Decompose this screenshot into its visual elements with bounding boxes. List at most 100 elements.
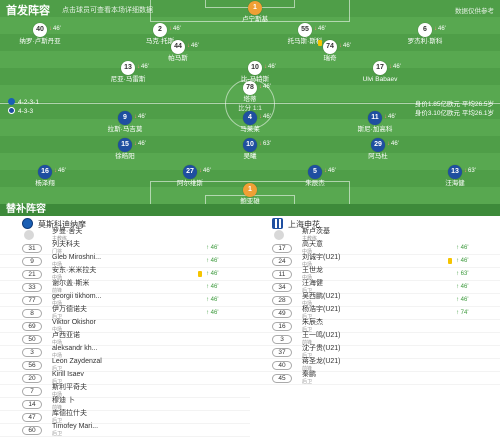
substitution-event: ↑ 46'	[456, 258, 469, 264]
substitution-event: ↓46'	[187, 43, 199, 49]
substitution-event: ↑ 46'	[206, 310, 219, 316]
player-number: 1	[243, 183, 257, 197]
player-marker[interactable]: 29 阿马杜 ↓46'	[343, 138, 413, 160]
substitute-row[interactable]: 49 杨浩宇(U21) 后卫 ↑ 74'	[250, 306, 500, 320]
substitution-minute: 46'	[191, 43, 199, 49]
player-position: 前锋	[302, 366, 313, 372]
substitute-row[interactable]: 7 斯利平奇夫 中场	[0, 384, 250, 398]
player-marker[interactable]: 13 尼亚·马雷斯 ↓46'	[93, 61, 163, 83]
player-name: 吴西鹏(U21)	[302, 293, 341, 300]
player-marker[interactable]: 74 瑞奇 ↓46'	[295, 40, 365, 62]
player-marker[interactable]: 2 马克·托斯 ↓46'	[125, 23, 195, 45]
substitution-minute: 46'	[438, 26, 446, 32]
sub-in-arrow-icon: ↑	[456, 310, 461, 316]
player-marker[interactable]: 78 塔蒂 ↓46'	[215, 81, 285, 103]
substitute-row[interactable]: 16 朱辰杰 后卫	[250, 319, 500, 333]
player-marker[interactable]: 15 徐皓阳 ↓46'	[90, 138, 160, 160]
substitute-row[interactable]: 45 秦鹏 后卫	[250, 371, 500, 385]
player-name: 塔蒂	[243, 96, 257, 103]
player-marker[interactable]: 5 朱辰杰 ↓46'	[280, 165, 350, 187]
shirt-number: 3	[22, 348, 42, 357]
shirt-number: 3	[272, 335, 292, 344]
team-avg-age: 平均26.1岁	[461, 110, 494, 117]
substitute-row[interactable]: 60 Timofey Mari... 后卫	[0, 423, 250, 437]
player-marker[interactable]: 10 比·马特斯 ↓46'	[220, 61, 290, 83]
substitute-row[interactable]: 3 王一鸣(U21) 前锋	[250, 332, 500, 346]
shirt-number: 21	[22, 270, 42, 279]
player-name: 马克·托斯	[145, 38, 175, 45]
substitution-minute: 46'	[460, 297, 469, 303]
substitute-row[interactable]: 56 Leon Zaydenzal 后卫	[0, 358, 250, 372]
substitute-row[interactable]: 11 王世龙 中场 ↑ 63'	[250, 267, 500, 281]
player-number: 40	[33, 23, 47, 37]
substitute-row[interactable]: 33 谢尔盖·斯米 前锋 ↑ 46'	[0, 280, 250, 294]
player-number: 44	[171, 40, 185, 54]
substitute-row[interactable]: 28 吴西鹏(U21) 中场 ↑ 46'	[250, 293, 500, 307]
substitute-row[interactable]: 31 列夫科夫 门将 ↑ 46'	[0, 241, 250, 255]
shirt-number: 20	[22, 374, 42, 383]
player-marker[interactable]: 44 帕马斯 ↓46'	[143, 40, 213, 62]
substitution-minute: 46'	[460, 258, 469, 264]
substitution-minute: 46'	[210, 297, 219, 303]
substitution-event: ↑ 46'	[206, 258, 219, 264]
substitute-row[interactable]: 77 georgii tikhom... 中场 ↑ 46'	[0, 293, 250, 307]
sub-in-arrow-icon: ↑	[206, 271, 211, 277]
pitch: 首发阵容 点击球员可查看本场详细数据 数据仅供参考 4-2-3-1 4-3-3 …	[0, 0, 500, 204]
substitution-minute: 46'	[210, 271, 219, 277]
substitute-row[interactable]: 21 安东·米米拉夫 中场 ↑ 46'	[0, 267, 250, 281]
sub-off-arrow-icon: ↓	[137, 64, 140, 70]
substitute-row[interactable]: 50 卢西亚诺 中场	[0, 332, 250, 346]
shirt-number: 56	[22, 361, 42, 370]
substitute-row[interactable]: 8 伊万德诺夫 后卫 ↑ 46'	[0, 306, 250, 320]
substitution-minute: 63'	[468, 168, 476, 174]
sub-off-arrow-icon: ↓	[324, 168, 327, 174]
player-marker[interactable]: 11 斯尼·加高科 ↓46'	[340, 111, 410, 133]
player-marker[interactable]: 40 纳罗·卢斯丹亚 ↓46'	[5, 23, 75, 45]
player-marker[interactable]: 27 阿尔维斯 ↓46'	[155, 165, 225, 187]
substitute-row[interactable]: 24 刘诚宇(U21) 中场 ↑ 46'	[250, 254, 500, 268]
player-number: 5	[308, 165, 322, 179]
shirt-number: 31	[22, 244, 42, 253]
substitute-row[interactable]: 9 Gleb Miroshni... 中场 ↑ 46'	[0, 254, 250, 268]
player-name: 比·马特斯	[240, 76, 270, 83]
substitute-row[interactable]: 14 穆迪 卜前锋	[0, 397, 250, 411]
shirt-number: 34	[272, 283, 292, 292]
substitute-row[interactable]: 17 高天意 中场 ↑ 46'	[250, 241, 500, 255]
player-marker[interactable]: 6 罗杰利·斯科 ↓46'	[390, 23, 460, 45]
sub-in-arrow-icon: ↑	[206, 297, 211, 303]
coach-role: 主教练	[302, 236, 318, 242]
player-position: 后卫	[52, 418, 63, 424]
player-position: 中场	[52, 340, 63, 346]
player-name: 帕马斯	[168, 55, 188, 62]
top-team-value: 身价1.85亿欧元 平均26.5岁	[415, 98, 494, 108]
player-marker[interactable]: 10 吴曦 ↓63'	[215, 138, 285, 160]
substitute-row[interactable]: 40 蒋圣龙(U21) 前锋	[250, 358, 500, 372]
player-marker[interactable]: 17 Ulvi Babaev ↓46'	[345, 61, 415, 83]
player-number: 1	[248, 1, 262, 15]
substitute-row[interactable]: 34 汪海健 后卫 ↑ 46'	[250, 280, 500, 294]
player-position: 后卫	[52, 314, 63, 320]
player-marker[interactable]: 16 杨泽翔 ↓46'	[10, 165, 80, 187]
player-name: Timofey Mari...	[52, 423, 99, 430]
shirt-number: 69	[22, 322, 42, 331]
player-marker[interactable]: 13 汪海健 ↓63'	[420, 165, 490, 187]
player-marker[interactable]: 55 托马斯·斯科 ↓46'	[270, 23, 340, 45]
substitution-event: ↓46'	[259, 114, 271, 120]
player-number: 9	[118, 111, 132, 125]
substitution-event: ↓63'	[259, 141, 271, 147]
player-marker[interactable]: 9 拉斯·马吉莫 ↓46'	[90, 111, 160, 133]
player-marker[interactable]: 1 鲍亚雄	[215, 183, 285, 204]
player-marker[interactable]: 1 卢宁斯基	[220, 1, 290, 23]
player-marker[interactable]: 4 马莱莱 ↓46'	[215, 111, 285, 133]
substitute-row[interactable]: 3 aleksandr kh... 中场	[0, 345, 250, 359]
player-name: Viktor Okishor	[52, 319, 96, 326]
substitution-minute: 63'	[263, 141, 271, 147]
player-name: 杨泽翔	[35, 180, 55, 187]
player-number: 10	[243, 138, 257, 152]
player-number: 13	[448, 165, 462, 179]
substitute-row[interactable]: 37 沈子贵(U21) 后卫	[250, 345, 500, 359]
substitute-row[interactable]: 20 Kirill Isaev 后卫	[0, 371, 250, 385]
match-score: 比分 1:1	[238, 105, 262, 112]
substitute-row[interactable]: 69 Viktor Okishor 中场	[0, 319, 250, 333]
substitute-row[interactable]: 47 库德拉什夫 后卫	[0, 410, 250, 424]
